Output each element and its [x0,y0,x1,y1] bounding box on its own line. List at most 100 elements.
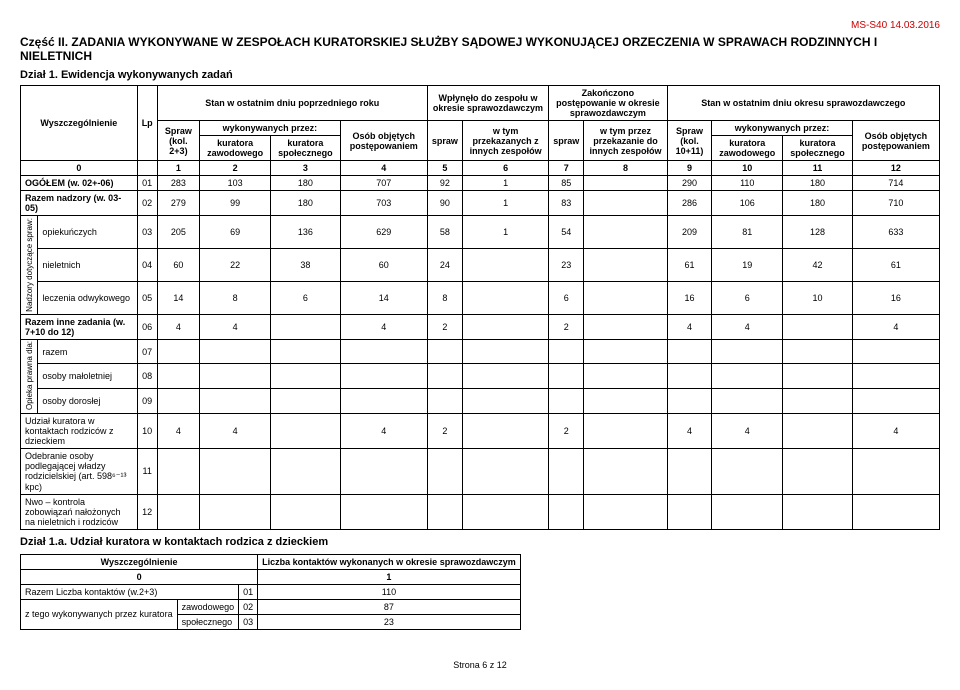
cell: 60 [340,248,427,281]
cell: 60 [157,248,200,281]
cell [584,413,667,448]
cell [667,339,712,364]
cell: 209 [667,216,712,249]
cell [852,494,939,529]
colnum-9: 9 [667,161,712,176]
cell: 24 [427,248,462,281]
cell [584,281,667,314]
cell: 2 [427,314,462,339]
cell [549,339,584,364]
cell: 99 [200,191,271,216]
cell: 180 [271,191,341,216]
cell: 61 [852,248,939,281]
cell [463,339,549,364]
t1a-r2-val: 23 [258,614,521,629]
row-label: razem [38,339,137,364]
cell: 106 [712,191,783,216]
cell [157,494,200,529]
h-wyk-2: wykonywanych przez: [712,121,852,136]
h-wtym-przek: w tym przekazanych z innych zespołów [463,121,549,161]
cell: 2 [427,413,462,448]
row-label: nieletnich [38,248,137,281]
row-label: leczenia odwykowego [38,281,137,314]
cell [340,448,427,494]
cell: 6 [271,281,341,314]
cell: 4 [667,413,712,448]
h-spraw-23: Spraw (kol. 2+3) [157,121,200,161]
cell: 2 [549,413,584,448]
cell: 1 [463,216,549,249]
main-table: Wyszczególnienie Lp Stan w ostatnim dniu… [20,85,940,530]
cell [427,389,462,414]
h-wyszczegolnienie: Wyszczególnienie [21,86,138,161]
cell: 1 [463,176,549,191]
row-label: opiekuńczych [38,216,137,249]
cell [200,339,271,364]
h-lp: Lp [137,86,157,161]
cell [463,494,549,529]
cell [783,494,853,529]
cell [712,389,783,414]
cell: 110 [712,176,783,191]
cell [852,448,939,494]
t1a-h-wysz: Wyszczególnienie [21,554,258,569]
cell: 4 [712,413,783,448]
cell [427,494,462,529]
cell: 58 [427,216,462,249]
h-spraw-1: spraw [427,121,462,161]
cell: 4 [667,314,712,339]
cell [271,448,341,494]
cell: 54 [549,216,584,249]
cell [549,448,584,494]
row-label: Nwo – kontrola zobowiązań nałożonych na … [21,494,138,529]
table-1a: Wyszczególnienie Liczba kontaktów wykona… [20,554,521,630]
cell [157,364,200,389]
cell [584,248,667,281]
cell [427,448,462,494]
cell: 180 [783,191,853,216]
cell [463,281,549,314]
cell: 85 [549,176,584,191]
cell: 707 [340,176,427,191]
h-spraw-1011: Spraw (kol. 10+11) [667,121,712,161]
cell [584,176,667,191]
cell [584,216,667,249]
group-nadzory: Nadzory dotyczące spraw: [21,216,38,315]
cell: 4 [200,413,271,448]
cell: 283 [157,176,200,191]
cell [463,364,549,389]
cell: 4 [852,314,939,339]
cell [340,364,427,389]
cell [340,389,427,414]
cell [427,364,462,389]
cell: 714 [852,176,939,191]
colnum-1: 1 [157,161,200,176]
cell [157,448,200,494]
h-kur-zaw-2: kuratora zawodowego [712,136,783,161]
cell [584,494,667,529]
group-opieka: Opieka prawna dla: [21,339,38,413]
cell-lp: 03 [137,216,157,249]
colnum-7: 7 [549,161,584,176]
row-label: Razem inne zadania (w. 7+10 do 12) [21,314,138,339]
colnum [137,161,157,176]
cell [712,364,783,389]
cell: 4 [157,314,200,339]
colnum-5: 5 [427,161,462,176]
cell [783,389,853,414]
cell [584,339,667,364]
cell [584,314,667,339]
row-label: Odebranie osoby podlegającej władzy rodz… [21,448,138,494]
cell [783,339,853,364]
cell: 4 [852,413,939,448]
cell [271,413,341,448]
cell [200,364,271,389]
document-id: MS-S40 14.03.2016 [20,20,940,31]
h-wplynelo: Wpłynęło do zespołu w okresie sprawozdaw… [427,86,548,121]
row-label: Razem nadzory (w. 03-05) [21,191,138,216]
cell-lp: 11 [137,448,157,494]
cell-lp: 01 [137,176,157,191]
h-wyk-1: wykonywanych przez: [200,121,340,136]
cell: 633 [852,216,939,249]
colnum-11: 11 [783,161,853,176]
